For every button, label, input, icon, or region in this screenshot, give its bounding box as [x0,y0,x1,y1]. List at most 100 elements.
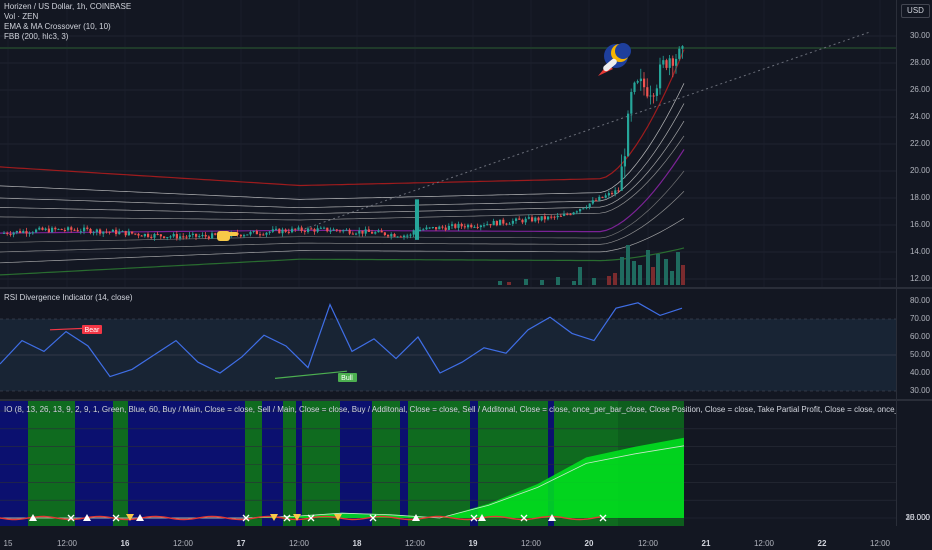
io-pane[interactable]: IO (8, 13, 26, 13, 9, 2, 9, 1, Green, Bl… [0,401,896,526]
candle-body [678,48,681,59]
candle-body [403,235,406,238]
pane-divider[interactable] [0,287,932,289]
candle-body [588,203,591,208]
candle-body [425,227,428,230]
price-chart-pane[interactable]: Horizen / US Dollar, 1h, COINBASE Vol · … [0,0,896,287]
sell-marker [270,514,278,521]
candle-body [566,213,569,215]
candle-body [569,214,572,216]
candle-body [460,223,463,227]
candle-body [31,232,34,234]
io-regime-stripe [113,401,128,526]
rsi-pane[interactable]: Bear Bull RSI Divergence Indicator (14, c… [0,289,896,399]
candle-body [537,217,540,221]
io-tick-label: 20.000 [905,512,930,522]
candle-body [307,228,310,232]
close-marker [520,514,528,522]
volume-bar [592,278,596,285]
candle-body [204,234,207,237]
candle-body [332,229,335,231]
candle-body [121,230,124,232]
rsi-title[interactable]: RSI Divergence Indicator (14, close) [4,293,133,302]
hand-finger [227,232,238,236]
close-marker [67,514,75,522]
volume-bar [632,261,636,285]
candle-body [633,82,636,92]
io-tick-label: 25.000 [905,512,930,522]
price-tick-label: 26.00 [909,85,930,94]
io-tick-label: 15.000 [905,512,930,522]
candle-body [195,233,198,237]
currency-button[interactable]: USD [901,4,930,18]
candle-body [198,236,201,238]
candle-body [559,215,562,217]
time-tick-label: 12:00 [753,539,775,548]
volume-bar [664,259,668,285]
price-tick-label: 20.00 [909,166,930,175]
candle-body [355,233,358,235]
close-marker [112,514,120,522]
candle-body [527,217,530,219]
candle-body [495,220,498,226]
candle-body [598,196,601,201]
moon-shadow [615,43,631,59]
io-regime-stripe [415,401,470,526]
io-regime-stripe [262,401,283,526]
price-tick-label: 16.00 [909,220,930,229]
candle-body [367,229,370,232]
io-axis[interactable]: 30.000 25.000 20.000 15.000 10.000 5.000 0.000 [896,401,932,526]
time-axis[interactable]: 15 12:00 16 12:00 17 12:00 18 12:00 19 12:00 20 12:… [0,537,896,550]
rsi-tick-label: 60.00 [909,332,930,341]
candle-body [239,234,242,237]
candle-body [188,234,191,237]
volume-bar [524,279,528,285]
candle-body [140,235,143,237]
volume-bar [681,265,685,285]
price-axis[interactable]: 30.00 28.00 26.00 24.00 22.00 20.00 18.00 16.00… [896,0,932,287]
io-tick-label: 10.000 [905,512,930,522]
indicator-fbb[interactable]: FBB (200, hlc3, 3) [4,32,69,41]
candle-body [390,234,393,237]
volume-bar [620,257,624,285]
candle-body [646,87,649,97]
candle-body [182,236,185,238]
io-chart-svg[interactable] [0,401,896,526]
pane-divider[interactable] [0,399,932,401]
candle-body [387,235,390,237]
price-chart-svg[interactable] [0,0,896,287]
volume-bar [507,282,511,285]
io-title[interactable]: IO (8, 13, 26, 13, 9, 2, 9, 1, Green, Bl… [4,405,896,414]
fbb-band-line [0,83,685,200]
io-regime-stripe [470,401,478,526]
time-tick-label: 20 [584,539,594,548]
candle-body [361,230,364,234]
price-tick-label: 18.00 [909,193,930,202]
candle-body [102,231,105,234]
candle-body [649,95,652,97]
candle-body [105,231,108,233]
volume-bar [613,273,617,285]
indicator-ema-ma[interactable]: EMA & MA Crossover (10, 10) [4,22,111,31]
close-marker [242,514,250,522]
candle-body [342,230,345,232]
candle-body [262,234,265,236]
time-tick-label: 12:00 [288,539,310,548]
candle-body [476,226,479,228]
symbol-title: Horizen / US Dollar, 1h, COINBASE [4,2,132,11]
candle-body [585,207,588,209]
candle-body [345,229,348,231]
candle-body [377,230,380,233]
candle-body [399,236,402,238]
time-tick-label: 15 [3,539,13,548]
volume-bar [646,250,650,285]
candle-body [671,58,674,66]
candle-body [249,231,252,235]
candle-body [159,234,162,237]
indicator-vol[interactable]: Vol · ZEN [4,12,39,21]
rsi-axis[interactable]: 80.00 70.00 60.00 50.00 40.00 30.00 [896,289,932,399]
rsi-chart-svg[interactable]: Bear Bull [0,289,896,399]
candle-body [54,227,57,230]
bull-divergence-line [274,370,348,379]
fbb-band-line [0,218,685,264]
candle-body [531,217,534,222]
